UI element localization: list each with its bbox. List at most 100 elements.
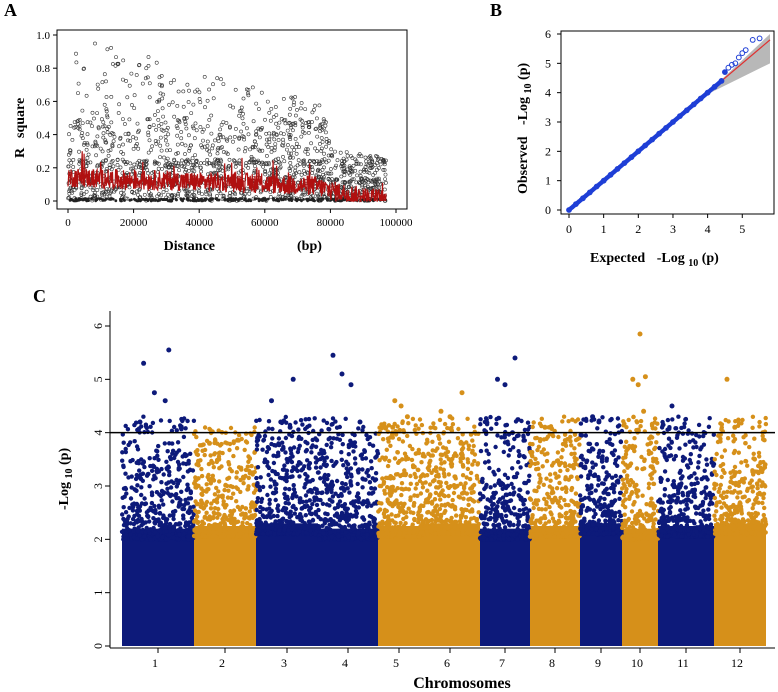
snp-point [313,531,318,537]
snp-point [308,528,313,533]
snp-point [497,530,503,536]
r2-point [327,178,332,183]
snp-point [281,467,287,472]
r2-point [257,135,262,140]
snp-point [152,456,157,461]
snp-point [171,516,176,522]
snp-point [164,536,169,542]
r2-point [117,102,122,107]
snp-point [139,485,144,490]
snp-point [285,497,290,502]
r2-point [158,155,163,160]
r2-point [288,168,293,173]
r2-point [310,120,314,124]
snp-point [290,474,295,479]
snp-point [384,447,389,452]
r2-point-zero [272,198,275,202]
r2-point [373,163,378,167]
snp-point [398,473,403,479]
r2-point [77,158,82,163]
r2-point [193,121,198,126]
snp-point [284,472,289,477]
r2-point [163,134,168,139]
r2-point [155,194,160,199]
snp-point [275,506,280,511]
snp-point [241,524,246,529]
snp-point [461,496,466,501]
snp-point [325,487,330,492]
r2-point [370,179,375,184]
r2-point [247,191,252,196]
r2-point [281,143,286,148]
r2-point [94,153,99,158]
snp-point [419,527,424,532]
r2-point [298,117,303,122]
snp-point [515,471,520,476]
panel-a-frame [56,29,408,210]
snp-point [316,507,321,513]
snp-point [191,418,197,423]
snp-point [431,421,436,426]
snp-point [427,494,432,499]
snp-point [326,437,331,442]
snp-point [296,436,301,441]
snp-point [246,459,251,464]
snp-point [461,464,466,469]
r2-point [101,135,106,140]
snp-point [387,458,392,464]
snp-point [342,488,347,493]
panel-b-xtick-label: 1 [601,222,607,236]
snp-point [386,423,392,428]
r2-point [194,128,199,133]
r2-point [241,121,246,126]
snp-point [508,447,513,453]
r2-point [74,51,78,56]
snp-point [280,440,285,445]
r2-point [161,114,166,119]
snp-point [291,445,297,450]
snp-point [395,450,400,455]
snp-point [465,530,470,535]
r2-point [267,131,272,136]
r2-point [298,106,303,111]
snp-point [503,513,509,519]
r2-point [149,148,153,153]
r2-point [215,151,220,156]
r2-point [134,73,139,77]
qq-point [566,207,572,213]
snp-point [523,506,529,511]
snp-point [410,416,416,422]
snp-point [199,473,205,479]
snp-point [307,498,312,503]
panel-a-xlabel-main: Distance [164,239,215,254]
snp-point [326,426,331,432]
snp-point [343,416,348,421]
snp-point [401,530,407,535]
snp-point [291,487,297,492]
snp-point [474,473,480,479]
r2-point [179,130,184,134]
snp-point [120,495,125,500]
snp-point [521,511,526,516]
r2-point [382,187,387,192]
r2-point [174,160,179,165]
snp-point [396,460,401,465]
snp-point [156,443,161,449]
r2-point [232,190,237,195]
panel-b-ytick-label: 4 [545,86,551,100]
r2-point [127,185,132,190]
snp-point [495,433,500,438]
snp-point [136,505,141,510]
snp-point [486,528,491,533]
panel-c-label: C [33,286,46,306]
snp-point [160,534,165,540]
r2-point-zero [275,197,279,201]
snp-point [441,528,447,534]
r2-point [106,124,111,129]
r2-point [290,155,295,160]
snp-point [470,462,475,467]
r2-point [228,103,233,108]
r2-point [271,115,276,119]
r2-point [313,127,318,132]
snp-point [370,476,375,481]
